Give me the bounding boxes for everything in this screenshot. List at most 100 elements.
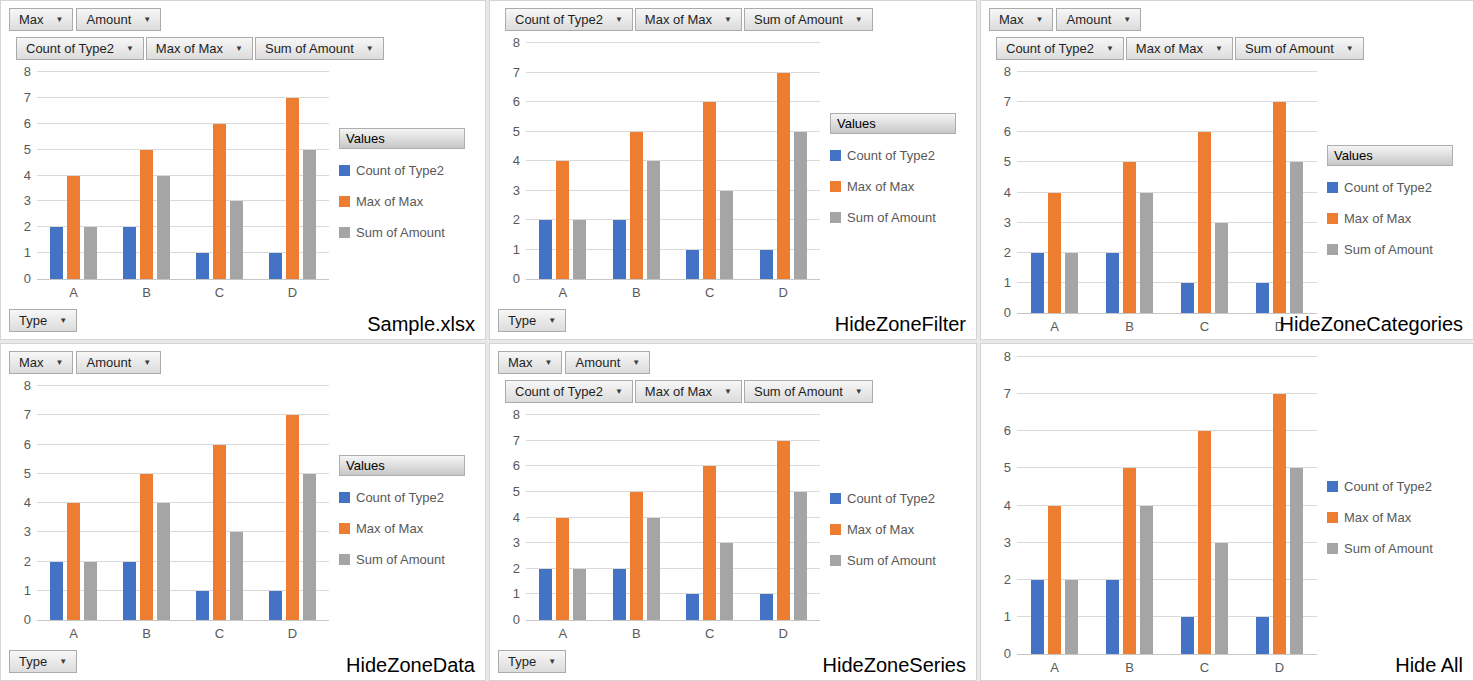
filter-button-amount[interactable]: Amount▼	[1056, 8, 1141, 31]
gridline	[1017, 282, 1317, 283]
legend-swatch-icon	[339, 554, 350, 565]
x-axis-labels: ABCD	[1017, 314, 1317, 337]
data-field-button-max-of-max[interactable]: Max of Max▼	[146, 37, 253, 60]
plot-wrap: 012345678ABCD	[1017, 357, 1317, 678]
bar-max-of-max-d	[777, 73, 790, 280]
bar-max-of-max-b	[140, 150, 153, 279]
filter-button-max-label: Max	[19, 355, 44, 370]
chart-area: 012345678ABCDValuesCount of Type2Max of …	[987, 72, 1467, 337]
filter-button-max[interactable]: Max▼	[9, 351, 73, 374]
filter-button-amount[interactable]: Amount▼	[76, 8, 161, 31]
y-axis-label: 0	[987, 305, 1011, 321]
data-field-button-count-of-type2-label: Count of Type2	[515, 12, 603, 27]
legend-item-label: Max of Max	[356, 194, 423, 209]
filter-button-max[interactable]: Max▼	[989, 8, 1053, 31]
data-field-button-count-of-type2[interactable]: Count of Type2▼	[505, 380, 633, 403]
bar-max-of-max-c	[1198, 431, 1211, 654]
plot-area: 012345678	[526, 43, 820, 280]
bar-count-of-type2-b	[123, 227, 136, 279]
category-button-type[interactable]: Type▼	[9, 650, 77, 673]
dropdown-arrow-icon: ▼	[1215, 44, 1223, 53]
y-axis-label: 7	[496, 65, 520, 81]
y-axis-label: 5	[987, 460, 1011, 476]
filter-button-amount-label: Amount	[86, 355, 131, 370]
bar-count-of-type2-b	[1106, 253, 1119, 313]
y-axis-label: 4	[7, 168, 31, 184]
bar-sum-of-amount-c	[230, 201, 243, 279]
data-field-button-max-of-max-label: Max of Max	[645, 12, 712, 27]
filter-button-max[interactable]: Max▼	[498, 351, 562, 374]
bar-sum-of-amount-b	[1140, 193, 1153, 314]
gridline	[1017, 467, 1317, 468]
data-field-button-sum-of-amount[interactable]: Sum of Amount▼	[1235, 37, 1364, 60]
filter-button-amount[interactable]: Amount▼	[565, 351, 650, 374]
dropdown-arrow-icon: ▼	[615, 387, 623, 396]
gridline	[1017, 616, 1317, 617]
category-button-type[interactable]: Type▼	[9, 309, 77, 332]
x-axis-label-b: B	[117, 285, 177, 300]
legend-swatch-icon	[339, 227, 350, 238]
legend-item-label: Sum of Amount	[847, 210, 936, 225]
legend-swatch-icon	[830, 555, 841, 566]
y-axis-label: 5	[987, 154, 1011, 170]
y-axis-label: 3	[7, 193, 31, 209]
pivot-chart-panel-hidezonecategories: Max▼Amount▼Count of Type2▼Max of Max▼Sum…	[980, 0, 1474, 340]
y-axis-label: 4	[7, 495, 31, 511]
bar-max-of-max-c	[703, 466, 716, 620]
y-axis-label: 8	[7, 378, 31, 394]
legend-item-label: Count of Type2	[1344, 180, 1432, 195]
y-axis-label: 5	[7, 466, 31, 482]
data-field-button-max-of-max[interactable]: Max of Max▼	[635, 380, 742, 403]
y-axis-label: 2	[496, 561, 520, 577]
category-button-type[interactable]: Type▼	[498, 650, 566, 673]
legend-values-header-button[interactable]: Values	[339, 128, 465, 149]
legend-item-max-of-max: Max of Max	[1327, 510, 1467, 525]
legend-values-header-button[interactable]: Values	[339, 455, 465, 476]
filter-button-max[interactable]: Max▼	[9, 8, 73, 31]
y-axis-label: 7	[7, 90, 31, 106]
plot-area: 012345678	[1017, 357, 1317, 655]
legend-item-label: Count of Type2	[356, 490, 444, 505]
legend-values-header-button[interactable]: Values	[1327, 145, 1453, 166]
bar-count-of-type2-a	[50, 562, 63, 621]
x-axis-label-c: C	[190, 626, 250, 641]
dropdown-arrow-icon: ▼	[548, 657, 556, 666]
y-axis-label: 7	[7, 407, 31, 423]
dropdown-arrow-icon: ▼	[366, 44, 374, 53]
bar-count-of-type2-c	[686, 594, 699, 620]
data-field-button-count-of-type2[interactable]: Count of Type2▼	[505, 8, 633, 31]
data-field-button-count-of-type2[interactable]: Count of Type2▼	[996, 37, 1124, 60]
data-field-button-sum-of-amount[interactable]: Sum of Amount▼	[744, 8, 873, 31]
legend-swatch-icon	[1327, 182, 1338, 193]
gridline	[1017, 430, 1317, 431]
data-field-button-max-of-max[interactable]: Max of Max▼	[1126, 37, 1233, 60]
y-axis-label: 2	[496, 212, 520, 228]
y-axis-label: 3	[987, 215, 1011, 231]
gridline	[37, 71, 329, 72]
bar-sum-of-amount-c	[720, 543, 733, 620]
dropdown-arrow-icon: ▼	[855, 15, 863, 24]
data-field-button-count-of-type2[interactable]: Count of Type2▼	[16, 37, 144, 60]
bar-sum-of-amount-b	[157, 503, 170, 620]
data-field-button-sum-of-amount[interactable]: Sum of Amount▼	[744, 380, 873, 403]
category-button-type[interactable]: Type▼	[498, 309, 566, 332]
bar-count-of-type2-b	[123, 562, 136, 621]
y-axis-label: 6	[496, 458, 520, 474]
legend-item-count-of-type2: Count of Type2	[339, 490, 479, 505]
data-field-button-sum-of-amount[interactable]: Sum of Amount▼	[255, 37, 384, 60]
y-axis-label: 3	[496, 535, 520, 551]
x-axis-label-b: B	[1100, 660, 1160, 675]
bar-count-of-type2-d	[269, 253, 282, 279]
chart-area: 012345678ABCDValuesCount of Type2Max of …	[496, 43, 970, 303]
filter-button-amount[interactable]: Amount▼	[76, 351, 161, 374]
gridline	[1017, 71, 1317, 72]
plot-area: 012345678	[1017, 72, 1317, 314]
legend-item-count-of-type2: Count of Type2	[339, 163, 479, 178]
bar-count-of-type2-c	[1181, 617, 1194, 654]
legend-item-count-of-type2: Count of Type2	[830, 491, 970, 506]
gridline	[1017, 131, 1317, 132]
legend-values-header-button[interactable]: Values	[830, 113, 956, 134]
gridline	[526, 414, 820, 415]
data-field-button-max-of-max[interactable]: Max of Max▼	[635, 8, 742, 31]
dropdown-arrow-icon: ▼	[1123, 15, 1131, 24]
